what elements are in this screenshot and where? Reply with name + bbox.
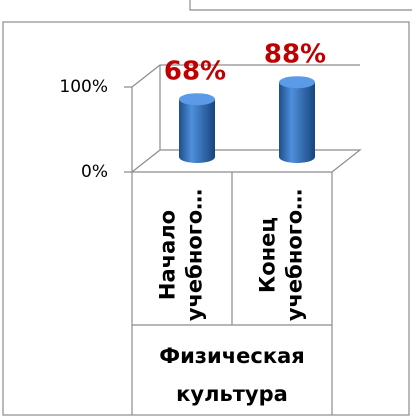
y-tick-label: 0% <box>81 162 108 182</box>
bar-top <box>179 93 215 106</box>
bar <box>179 99 215 163</box>
x-tick-label: Конец учебного… <box>256 189 307 321</box>
group-label: Физическая культура <box>159 344 304 406</box>
grid-line <box>124 149 362 173</box>
value-label: 68% <box>164 57 226 87</box>
value-label: 88% <box>264 40 326 70</box>
bar-top <box>279 76 315 89</box>
x-tick-label: Начало учебного… <box>156 189 207 321</box>
grid-line <box>124 64 360 88</box>
bar <box>279 82 315 163</box>
y-tick-label: 100% <box>59 77 108 97</box>
